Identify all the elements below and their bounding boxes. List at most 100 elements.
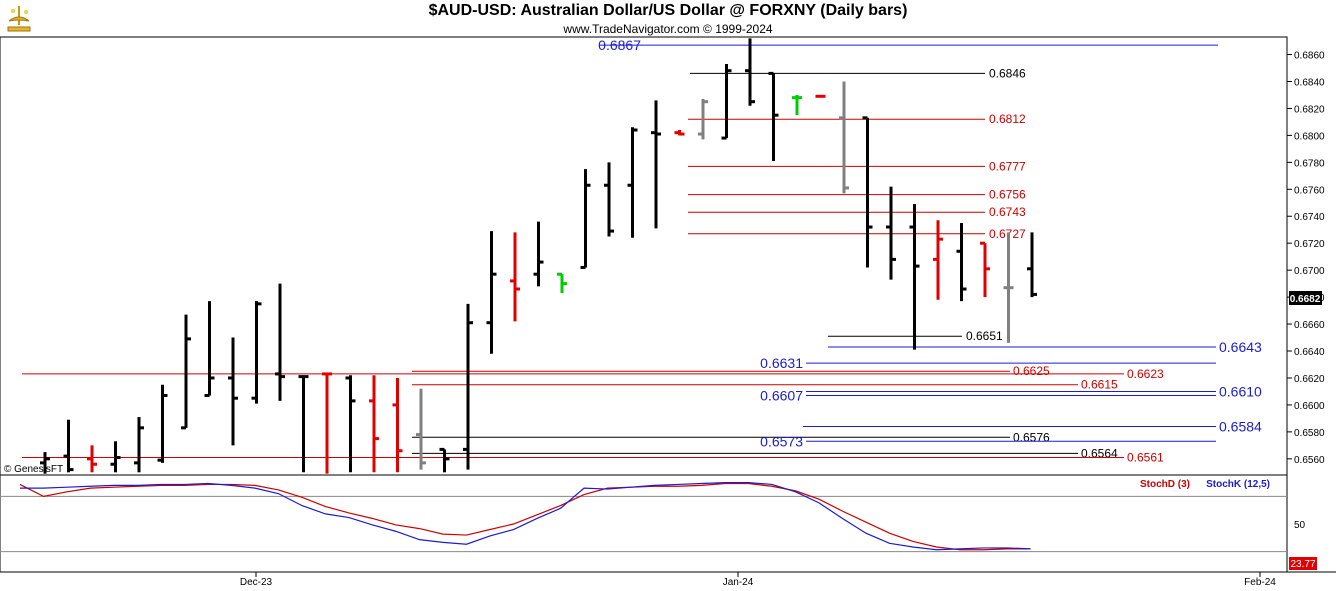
chart-header: $AUD-USD: Australian Dollar/US Dollar @ … — [0, 0, 1336, 40]
price-panel-frame — [0, 36, 1288, 476]
ohlc-bar — [839, 81, 849, 194]
ohlc-bar — [157, 384, 168, 463]
ohlc-bar — [862, 116, 873, 268]
level-label: 0.6576 — [1013, 430, 1050, 444]
price-axis: 0.6560 0.6580 0.6600 0.6620 0.6640 0.6660 0.66… — [1287, 51, 1325, 466]
ohlc-bar — [956, 222, 967, 302]
level-label: 0.6623 — [1127, 367, 1164, 381]
level-label: 0.6777 — [989, 159, 1026, 173]
level-label: 0.6625 — [1013, 364, 1050, 378]
y-tick-label: 0.6620 — [1294, 374, 1325, 385]
y-tick-label: 0.6560 — [1294, 455, 1325, 466]
ohlc-bar — [369, 375, 379, 473]
ohlc-bar — [604, 162, 614, 237]
support-resistance-levels: 0.68670.68460.68120.67770.67560.67430.67… — [22, 37, 1262, 464]
x-tick-label: Dec-23 — [240, 577, 273, 588]
ohlc-bar — [251, 301, 262, 404]
ohlc-bar — [63, 419, 74, 473]
stochastic-lines: 50 — [0, 482, 1306, 553]
ohlc-bar — [298, 375, 309, 473]
y-tick-label: 0.6840 — [1294, 77, 1325, 88]
y-tick-label: 0.6740 — [1294, 212, 1325, 223]
y-tick-label: 0.6660 — [1294, 320, 1325, 331]
price-bars — [40, 38, 1037, 474]
ohlc-bar — [933, 220, 943, 300]
level-label: 0.6846 — [989, 66, 1026, 80]
chart-title: $AUD-USD: Australian Dollar/US Dollar @ … — [428, 2, 908, 19]
chart-subtitle: www.TradeNavigator.com © 1999-2024 — [563, 22, 773, 36]
legend-stochd: StochD (3) — [1140, 479, 1190, 490]
ohlc-bar — [768, 71, 779, 161]
ohlc-bar — [87, 445, 97, 473]
level-label: 0.6643 — [1219, 339, 1262, 355]
y-tick-label: 0.6820 — [1294, 104, 1325, 115]
level-label: 0.6743 — [989, 205, 1026, 219]
ohlc-bar — [980, 241, 990, 298]
ohlc-bar — [510, 232, 520, 322]
ohlc-bar — [392, 377, 403, 473]
legend-stochk: StochK (12,5) — [1206, 479, 1270, 490]
y-tick-label: 0.6700 — [1294, 266, 1325, 277]
ohlc-bar — [204, 301, 215, 397]
level-label: 0.6756 — [989, 188, 1026, 202]
y-tick-label: 0.6640 — [1294, 347, 1325, 358]
trade-navigator-logo-icon — [4, 3, 34, 40]
stoch-value-tag — [1289, 557, 1317, 570]
stochk-line — [20, 482, 1031, 551]
stoch-current-value: 23.77 — [1290, 559, 1315, 570]
ohlc-bar — [463, 303, 473, 470]
ohlc-bar — [439, 447, 450, 473]
level-label: 0.6584 — [1219, 418, 1262, 434]
watermark-text: © GenesisFT — [4, 464, 63, 475]
x-tick-label: Jan-24 — [723, 577, 754, 588]
ohlc-bar — [580, 169, 591, 269]
ohlc-bar — [792, 94, 802, 116]
y-tick-label: 0.6760 — [1294, 185, 1325, 196]
date-axis: Dec-23 Jan-24 Feb-24 — [240, 572, 1276, 588]
level-label: 0.6631 — [760, 355, 803, 371]
y-tick-label: 0.6580 — [1294, 428, 1325, 439]
level-label: 0.6561 — [1127, 450, 1164, 464]
ohlc-bar — [627, 127, 638, 238]
level-label: 0.6867 — [598, 37, 641, 53]
ohlc-bar — [416, 388, 426, 470]
level-label: 0.6607 — [760, 387, 803, 403]
ohlc-bar — [1003, 232, 1014, 343]
level-label: 0.6610 — [1219, 383, 1262, 399]
ohlc-bar — [134, 417, 144, 473]
x-tick-label: Feb-24 — [1244, 577, 1276, 588]
ohlc-bar — [533, 221, 544, 287]
ohlc-bar — [651, 100, 661, 229]
ohlc-bar — [110, 441, 121, 473]
current-price-value: 0.6682 — [1290, 294, 1321, 305]
y-tick-label: 0.6720 — [1294, 239, 1325, 250]
y-tick-label: 0.6600 — [1294, 401, 1325, 412]
ohlc-bar — [721, 63, 732, 140]
ohlc-bar — [698, 98, 708, 140]
current-price-tag — [1289, 291, 1322, 305]
ohlc-bar — [275, 283, 285, 401]
ohlc-bar — [40, 452, 50, 474]
ohlc-bar — [228, 337, 238, 446]
ohlc-bar — [745, 38, 755, 106]
ohlc-bar — [322, 372, 332, 474]
stochastic-panel-frame — [0, 474, 1288, 573]
level-label: 0.6564 — [1081, 446, 1118, 460]
ohlc-bar — [181, 314, 191, 430]
level-label: 0.6812 — [989, 112, 1026, 126]
level-label: 0.6573 — [760, 433, 803, 449]
stoch-y-tick-label: 50 — [1294, 520, 1306, 531]
y-tick-label: 0.6780 — [1294, 158, 1325, 169]
level-label: 0.6615 — [1081, 378, 1118, 392]
ohlc-bar — [909, 204, 920, 350]
ohlc-bar — [1027, 232, 1037, 298]
ohlc-bar — [486, 231, 497, 354]
y-tick-label: 0.6860 — [1294, 51, 1325, 62]
ohlc-bar — [886, 186, 896, 280]
ohlc-bar — [345, 375, 356, 473]
stochd-line — [19, 482, 1031, 551]
y-tick-label: 0.6800 — [1294, 131, 1325, 142]
ohlc-bar — [674, 129, 685, 136]
ohlc-bar — [557, 272, 567, 294]
